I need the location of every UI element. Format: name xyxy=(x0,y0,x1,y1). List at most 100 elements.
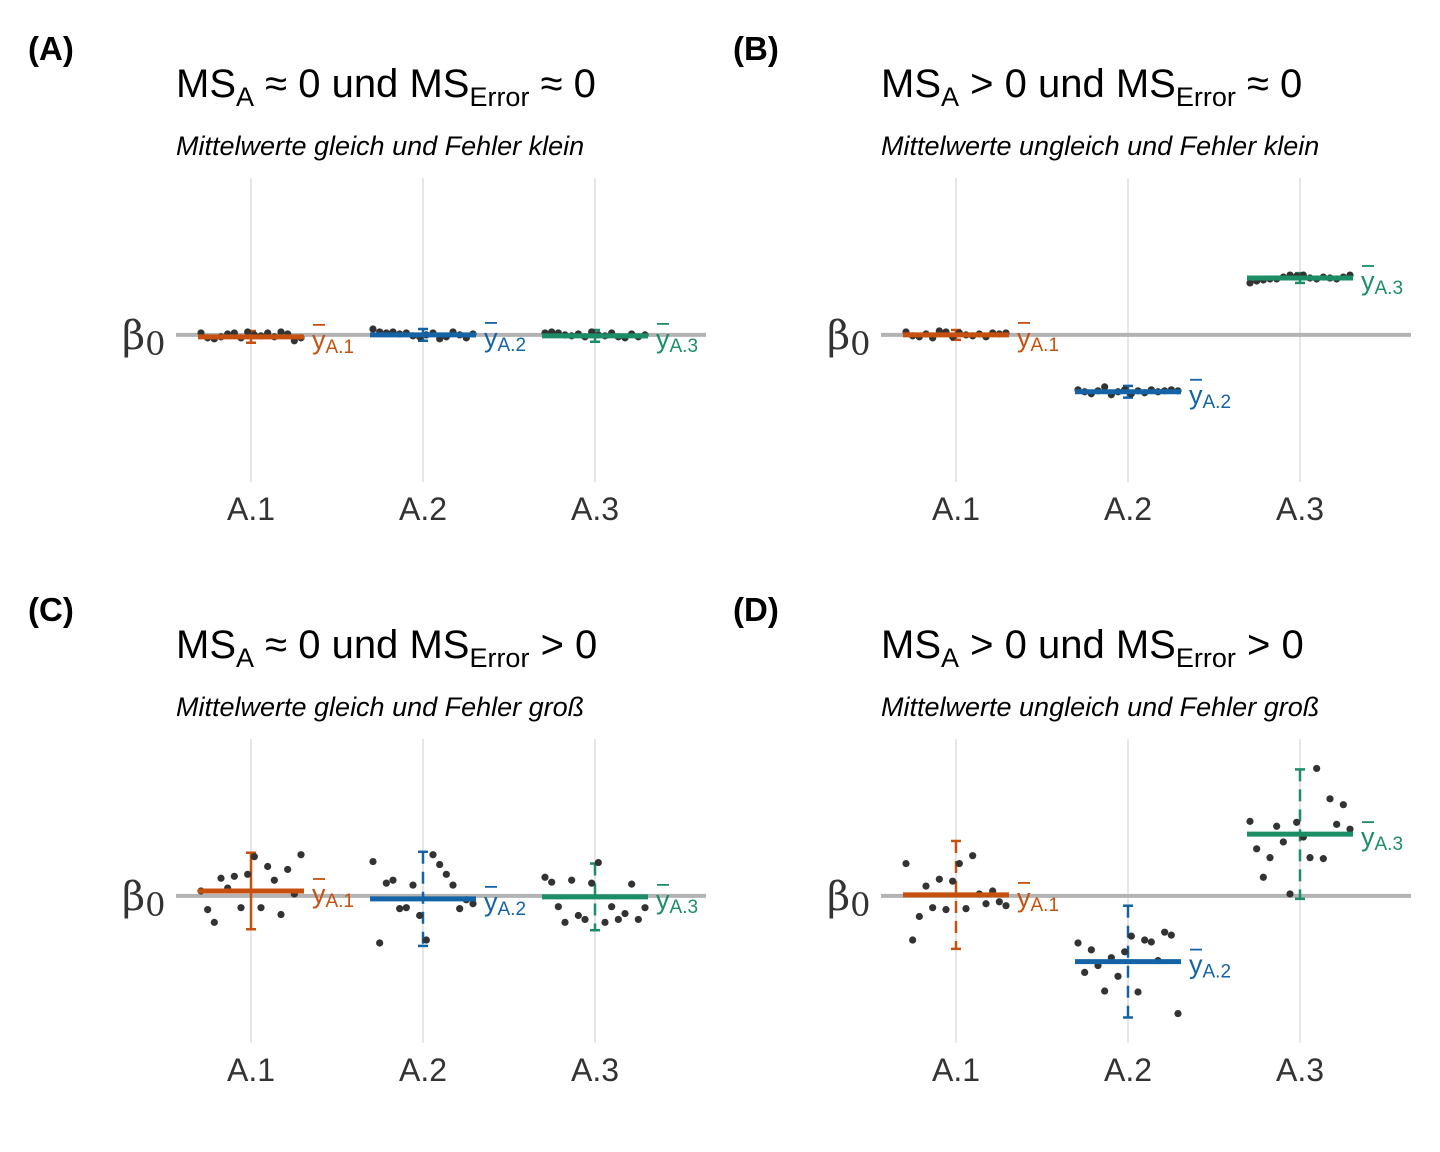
panel-title: MSA > 0 und MSError > 0 xyxy=(881,623,1304,673)
data-point xyxy=(982,900,990,908)
panel-a: (A) MSA ≈ 0 und MSError ≈ 0 Mittelwerte … xyxy=(0,0,720,576)
panel-title: MSA > 0 und MSError ≈ 0 xyxy=(881,62,1303,112)
data-point xyxy=(588,879,596,887)
y-axis-label: β0 xyxy=(827,313,870,363)
panel-tag: (A) xyxy=(28,30,74,67)
mean-label: yA.1 xyxy=(1017,883,1059,916)
data-point xyxy=(284,865,292,874)
mean-label: yA.2 xyxy=(484,323,526,356)
data-point xyxy=(277,328,285,336)
mean-label: yA.3 xyxy=(656,885,698,918)
mean-label: yA.2 xyxy=(1189,950,1231,983)
plot-area: β0 A.1 A.2 A.3 yA.1 yA.2 yA.3 xyxy=(827,739,1411,1088)
data-point xyxy=(1127,932,1135,940)
x-tick-label: A.3 xyxy=(1276,1052,1324,1088)
data-point xyxy=(244,870,252,878)
group-A.2: yA.2 xyxy=(1074,378,1231,413)
group-A.3: yA.3 xyxy=(1246,764,1403,901)
data-point xyxy=(297,851,305,859)
mean-label: yA.1 xyxy=(1017,323,1059,356)
panel-title: MSA ≈ 0 und MSError > 0 xyxy=(176,623,598,673)
data-point xyxy=(1333,820,1341,828)
data-point xyxy=(436,860,444,869)
data-point xyxy=(634,915,642,924)
group-A.1: yA.1 xyxy=(197,851,354,931)
data-point xyxy=(1279,838,1287,846)
data-point xyxy=(1114,972,1122,980)
data-point xyxy=(608,903,616,911)
data-point xyxy=(1081,968,1089,976)
data-point xyxy=(1246,817,1254,825)
data-point xyxy=(1266,854,1274,862)
data-point xyxy=(402,904,410,912)
data-point xyxy=(1161,928,1169,936)
data-point xyxy=(250,853,258,861)
data-point xyxy=(1147,938,1155,946)
data-point xyxy=(942,906,950,914)
panel-subtitle: Mittelwerte gleich und Fehler groß xyxy=(176,692,585,722)
group-A.3: yA.3 xyxy=(1246,265,1403,299)
data-point xyxy=(621,909,629,918)
group-A.1: yA.1 xyxy=(902,322,1059,356)
group-A.1: yA.1 xyxy=(902,839,1059,951)
data-point xyxy=(429,851,437,859)
data-point xyxy=(1306,854,1314,862)
data-point xyxy=(409,881,417,889)
data-point xyxy=(1101,383,1109,391)
data-point xyxy=(230,872,238,880)
data-point xyxy=(909,936,917,944)
panel-subtitle: Mittelwerte ungleich und Fehler klein xyxy=(881,131,1320,161)
mean-label: yA.1 xyxy=(312,879,354,912)
group-A.2: yA.2 xyxy=(369,850,526,948)
panel-tag: (B) xyxy=(733,30,779,67)
data-point xyxy=(389,876,397,884)
data-point xyxy=(1286,890,1294,898)
data-point xyxy=(1326,795,1334,803)
plot-area: β0 A.1 A.2 A.3 yA.1 yA.2 yA.3 xyxy=(122,739,706,1088)
plot-area: β0 A.1 A.2 A.3 yA.1 yA.2 yA.3 xyxy=(827,178,1411,527)
data-point xyxy=(1141,936,1149,944)
data-point xyxy=(396,905,404,913)
data-point xyxy=(568,876,576,884)
data-point xyxy=(929,904,937,912)
data-point xyxy=(369,325,377,333)
data-point xyxy=(1313,764,1321,773)
data-point xyxy=(949,877,957,885)
data-point xyxy=(962,905,970,913)
panel-subtitle: Mittelwerte ungleich und Fehler groß xyxy=(881,692,1320,722)
data-point xyxy=(1246,279,1254,287)
data-point xyxy=(264,862,272,871)
data-point xyxy=(955,859,963,868)
data-point xyxy=(1174,1009,1182,1018)
data-point xyxy=(935,875,943,883)
data-point xyxy=(237,904,245,912)
data-point xyxy=(469,900,477,908)
x-tick-label: A.3 xyxy=(571,491,619,527)
x-tick-label: A.2 xyxy=(1104,491,1152,527)
data-point xyxy=(1002,902,1010,910)
group-A.3: yA.3 xyxy=(541,322,698,357)
data-point xyxy=(449,881,457,889)
data-point xyxy=(257,904,265,912)
mean-label: yA.2 xyxy=(484,887,526,920)
x-tick-label: A.2 xyxy=(399,491,447,527)
data-point xyxy=(1087,946,1095,954)
x-tick-label: A.3 xyxy=(1276,491,1324,527)
data-point xyxy=(1134,988,1142,996)
x-tick-label: A.1 xyxy=(932,491,980,527)
panel-c: (C) MSA ≈ 0 und MSError > 0 Mittelwerte … xyxy=(0,561,720,1137)
data-point xyxy=(1167,931,1175,939)
data-point xyxy=(422,936,430,944)
panel-tag: (D) xyxy=(733,591,779,628)
data-point xyxy=(1259,873,1267,881)
data-point xyxy=(574,911,582,920)
data-point xyxy=(204,906,212,914)
data-point xyxy=(1074,939,1082,947)
x-tick-label: A.2 xyxy=(1104,1052,1152,1088)
data-point xyxy=(548,878,556,886)
panel-title: MSA ≈ 0 und MSError ≈ 0 xyxy=(176,62,596,112)
group-A.2: yA.2 xyxy=(1074,904,1231,1019)
mean-label: yA.2 xyxy=(1189,380,1231,413)
x-tick-label: A.3 xyxy=(571,1052,619,1088)
x-tick-label: A.1 xyxy=(227,491,275,527)
